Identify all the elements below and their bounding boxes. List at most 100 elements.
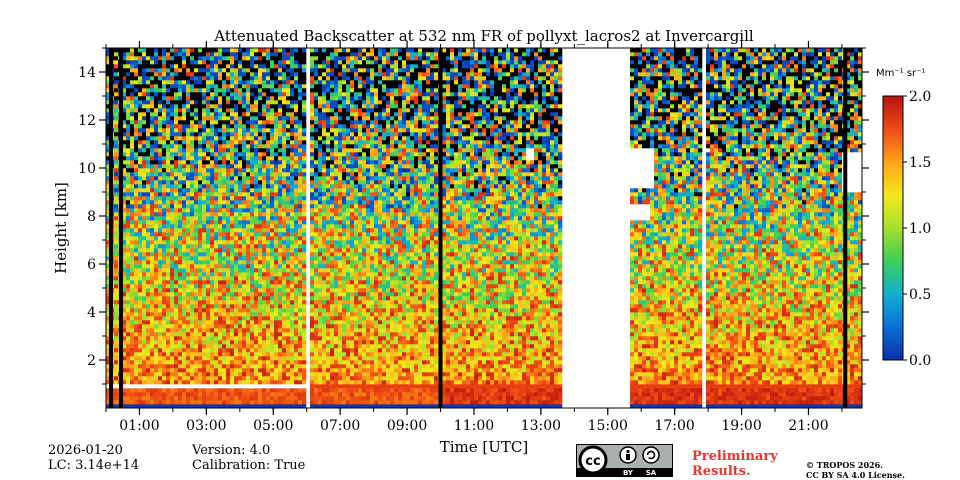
heatmap-cell (182, 88, 187, 93)
heatmap-cell (282, 68, 287, 73)
heatmap-cell (194, 256, 199, 261)
heatmap-cell (310, 220, 315, 225)
heatmap-cell (114, 288, 119, 293)
heatmap-cell (162, 108, 167, 113)
heatmap-cell (266, 280, 271, 285)
heatmap-cell (210, 344, 215, 349)
heatmap-cell (326, 144, 331, 149)
heatmap-cell (174, 308, 179, 313)
heatmap-cell (146, 240, 151, 245)
heatmap-cell (218, 392, 223, 397)
heatmap-cell (114, 336, 119, 341)
heatmap-cell (310, 264, 315, 269)
heatmap-cell (286, 52, 291, 57)
heatmap-cell (262, 292, 267, 297)
heatmap-cell (138, 340, 143, 345)
heatmap-cell (146, 176, 151, 181)
heatmap-cell (106, 68, 111, 73)
heatmap-cell (198, 116, 203, 121)
heatmap-cell (286, 72, 291, 77)
heatmap-cell (302, 380, 307, 385)
heatmap-cell (178, 384, 183, 389)
heatmap-cell (314, 340, 319, 345)
heatmap-cell (298, 172, 303, 177)
heatmap-cell (266, 96, 271, 101)
heatmap-cell (246, 244, 251, 249)
heatmap-cell (174, 56, 179, 61)
heatmap-cell (270, 388, 275, 393)
heatmap-cell (298, 52, 303, 57)
heatmap-cell (134, 380, 139, 385)
heatmap-cell (142, 200, 147, 205)
heatmap-column (326, 48, 331, 408)
heatmap-cell (150, 164, 155, 169)
heatmap-cell (114, 348, 119, 353)
heatmap-cell (106, 252, 111, 257)
heatmap-cell (146, 216, 151, 221)
heatmap-cell (226, 180, 231, 185)
heatmap-cell (226, 144, 231, 149)
heatmap-column (210, 48, 215, 408)
heatmap-cell (142, 172, 147, 177)
heatmap-cell (242, 212, 247, 217)
heatmap-cell (206, 68, 211, 73)
heatmap-cell (234, 120, 239, 125)
heatmap-cell (278, 76, 283, 81)
heatmap-cell (194, 372, 199, 377)
heatmap-cell (314, 208, 319, 213)
heatmap-cell (314, 64, 319, 69)
heatmap-cell (198, 380, 203, 385)
heatmap-cell (198, 288, 203, 293)
heatmap-cell (314, 396, 319, 401)
heatmap-cell (202, 360, 207, 365)
heatmap-cell (230, 48, 235, 53)
heatmap-cell (294, 316, 299, 321)
heatmap-cell (298, 368, 303, 373)
heatmap-cell (130, 348, 135, 353)
heatmap-cell (302, 180, 307, 185)
heatmap-cell (142, 164, 147, 169)
heatmap-cell (242, 272, 247, 277)
heatmap-cell (194, 180, 199, 185)
heatmap-cell (178, 148, 183, 153)
heatmap-cell (230, 136, 235, 141)
heatmap-cell (282, 364, 287, 369)
heatmap-cell (226, 140, 231, 145)
heatmap-cell (270, 224, 275, 229)
heatmap-cell (210, 264, 215, 269)
heatmap-cell (290, 392, 295, 397)
heatmap-cell (198, 164, 203, 169)
heatmap-cell (294, 312, 299, 317)
heatmap-cell (266, 116, 271, 121)
heatmap-column (162, 48, 167, 408)
heatmap-cell (314, 88, 319, 93)
heatmap-cell (158, 84, 163, 89)
heatmap-cell (122, 208, 127, 213)
heatmap-cell (106, 176, 111, 181)
heatmap-cell (242, 160, 247, 165)
heatmap-cell (302, 104, 307, 109)
heatmap-cell (186, 312, 191, 317)
heatmap-cell (250, 136, 255, 141)
heatmap-cell (298, 116, 303, 121)
heatmap-column (238, 48, 243, 408)
heatmap-cell (290, 196, 295, 201)
heatmap-cell (134, 348, 139, 353)
heatmap-cell (130, 372, 135, 377)
heatmap-cell (262, 244, 267, 249)
heatmap-cell (310, 84, 315, 89)
heatmap-cell (114, 196, 119, 201)
heatmap-cell (326, 356, 331, 361)
heatmap-cell (162, 220, 167, 225)
heatmap-cell (162, 52, 167, 57)
heatmap-cell (166, 380, 171, 385)
heatmap-cell (222, 332, 227, 337)
heatmap-cell (122, 308, 127, 313)
heatmap-cell (218, 48, 223, 53)
heatmap-cell (166, 300, 171, 305)
heatmap-cell (322, 112, 327, 117)
heatmap-cell (106, 96, 111, 101)
heatmap-cell (314, 320, 319, 325)
heatmap-cell (174, 404, 179, 408)
heatmap-cell (174, 304, 179, 309)
